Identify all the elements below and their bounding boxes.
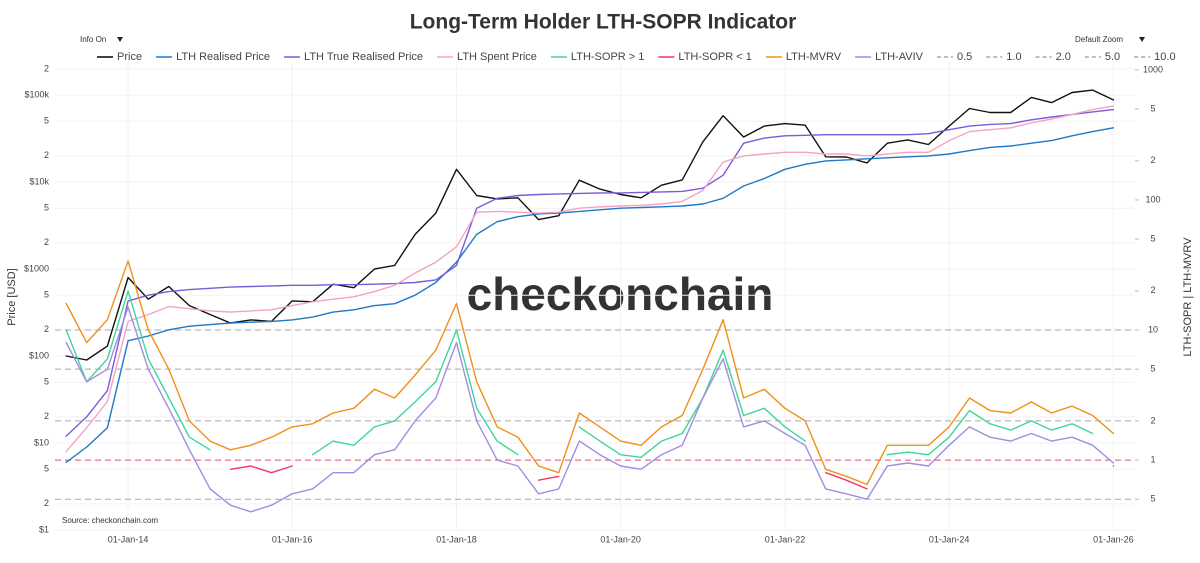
watermark: checkonchain xyxy=(467,268,774,320)
x-tick-label: 01-Jan-14 xyxy=(108,534,149,544)
y-tick-label: 2 xyxy=(44,324,49,334)
dropdown-arrow[interactable] xyxy=(117,37,123,42)
legend-label: Price xyxy=(117,51,142,63)
series-line xyxy=(65,105,1115,453)
y-tick-label: 5 xyxy=(44,464,49,474)
y2-tick-label: 2 xyxy=(1150,155,1155,165)
y2-tick-label: 2 xyxy=(1150,415,1155,425)
legend-label: 0.5 xyxy=(957,51,972,63)
legend-label: 2.0 xyxy=(1056,51,1071,63)
legend-label: LTH Realised Price xyxy=(176,51,270,63)
y-tick-label: 2 xyxy=(44,411,49,421)
x-tick-label: 01-Jan-18 xyxy=(436,534,477,544)
x-tick-label: 01-Jan-24 xyxy=(929,534,970,544)
y2-tick-label: 5 xyxy=(1150,494,1155,504)
legend-label: LTH Spent Price xyxy=(457,51,537,63)
plot-area: $1 2 5 $10 2 5 $100 2 5 $1000 2 5 $10k 2 5 $100k 2 5 1 2 5 10… xyxy=(24,63,1163,544)
series-line xyxy=(229,465,1115,490)
y2-tick-label: 5 xyxy=(1150,103,1155,113)
info-toggle[interactable]: Info On xyxy=(80,35,106,44)
series-line xyxy=(65,290,1094,458)
legend-label: LTH True Realised Price xyxy=(304,51,423,63)
legend: Price LTH Realised Price LTH True Realised… xyxy=(97,51,1176,63)
y2-tick-label: 1 xyxy=(1150,454,1155,464)
y-tick-label: $10 xyxy=(34,437,49,447)
y2-tick-label: 1000 xyxy=(1143,64,1163,74)
y-tick-label: $100k xyxy=(24,89,49,99)
legend-label: LTH-AVIV xyxy=(875,51,924,63)
series-line xyxy=(65,306,1115,513)
x-tick-label: 01-Jan-20 xyxy=(600,534,641,544)
y-tick-label: 2 xyxy=(44,63,49,73)
legend-label: 5.0 xyxy=(1105,51,1120,63)
chart-title: Long-Term Holder LTH-SOPR Indicator xyxy=(410,11,797,34)
y-tick-label: 2 xyxy=(44,150,49,160)
y2-tick-label: 5 xyxy=(1150,233,1155,243)
y2-tick-label: 5 xyxy=(1150,364,1155,374)
y-tick-label: 5 xyxy=(44,116,49,126)
x-tick-label: 01-Jan-26 xyxy=(1093,534,1134,544)
series-line xyxy=(65,127,1115,463)
y-tick-label: $10k xyxy=(29,176,49,186)
series-line xyxy=(65,260,1115,486)
y2-tick-label: 2 xyxy=(1150,285,1155,295)
legend-label: 10.0 xyxy=(1154,51,1175,63)
y2-tick-label: 10 xyxy=(1148,324,1158,334)
x-tick-label: 01-Jan-22 xyxy=(765,534,806,544)
y2-tick-label: 100 xyxy=(1145,194,1160,204)
zoom-select[interactable]: Default Zoom xyxy=(1075,35,1123,44)
x-tick-label: 01-Jan-16 xyxy=(272,534,313,544)
y-tick-label: $1 xyxy=(39,524,49,534)
source-note: Source: checkonchain.com xyxy=(62,516,158,525)
legend-label: 1.0 xyxy=(1006,51,1021,63)
y-tick-label: 5 xyxy=(44,203,49,213)
y-tick-label: $1000 xyxy=(24,263,49,273)
y-tick-label: $100 xyxy=(29,350,49,360)
y-tick-label: 2 xyxy=(44,498,49,508)
series-line xyxy=(65,108,1115,437)
legend-label: LTH-SOPR < 1 xyxy=(678,51,751,63)
series-line xyxy=(65,89,1115,361)
y-axis-title: Price [USD] xyxy=(6,268,18,325)
y-tick-label: 5 xyxy=(44,290,49,300)
legend-label: LTH-SOPR > 1 xyxy=(571,51,644,63)
y-tick-label: 2 xyxy=(44,237,49,247)
y2-axis-title: LTH-SOPR | LTH-MVRV xyxy=(1182,237,1194,357)
legend-label: LTH-MVRV xyxy=(786,51,842,63)
y-tick-label: 5 xyxy=(44,377,49,387)
dropdown-arrow[interactable] xyxy=(1139,37,1145,42)
